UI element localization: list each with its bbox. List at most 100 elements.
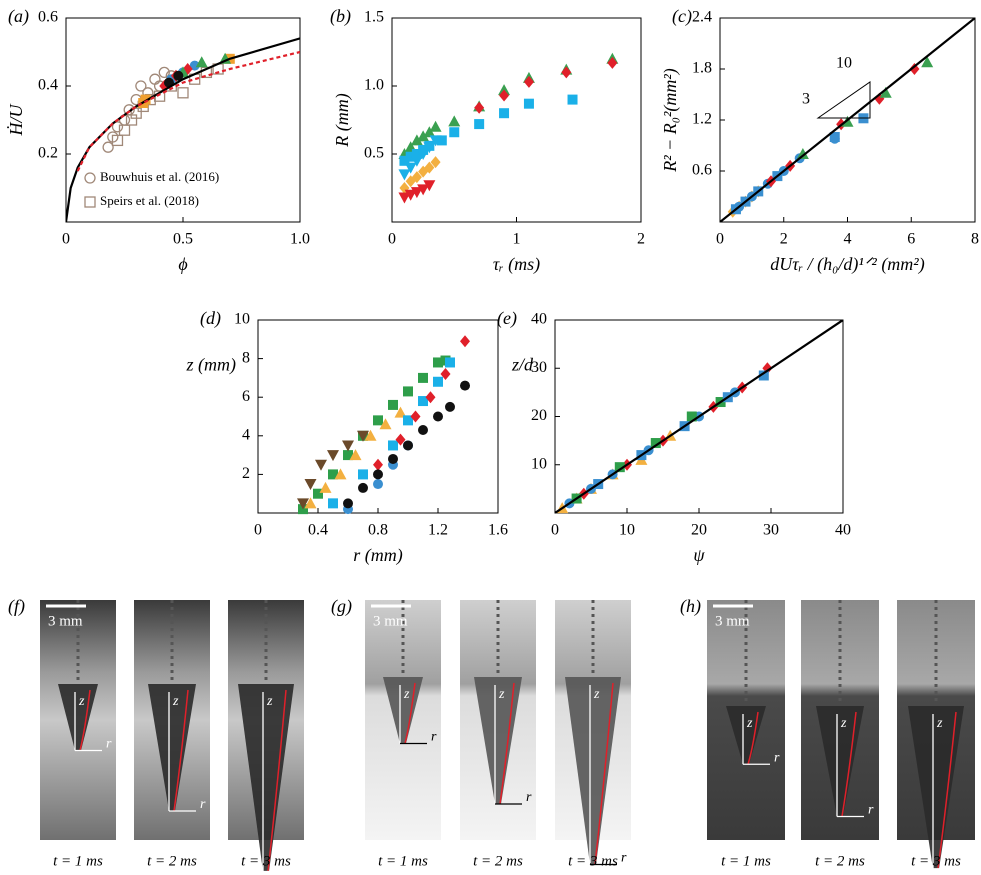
- marker: [364, 429, 377, 441]
- marker: [425, 391, 436, 404]
- marker: [173, 70, 184, 81]
- marker: [879, 86, 892, 98]
- x-axis-label: r (mm): [353, 545, 403, 566]
- marker: [357, 430, 369, 442]
- r-label: r: [774, 750, 780, 765]
- time-label: t = 3 ms: [568, 853, 618, 869]
- marker: [410, 410, 421, 423]
- marker: [474, 119, 485, 130]
- marker: [388, 453, 398, 464]
- z-label: z: [498, 687, 505, 702]
- marker: [418, 372, 428, 383]
- marker: [140, 94, 151, 105]
- x-tick-label: 0: [388, 231, 396, 248]
- cavity: [565, 677, 621, 865]
- model-line: [76, 50, 300, 172]
- marker: [423, 126, 436, 138]
- model-line: [555, 320, 843, 513]
- marker: [430, 156, 441, 169]
- y-tick-label: 40: [531, 311, 547, 328]
- marker: [448, 115, 461, 127]
- profile-fit: [841, 711, 857, 817]
- marker: [394, 406, 407, 418]
- x-axis-label: ψ: [693, 545, 705, 565]
- r-label: r: [431, 730, 437, 745]
- marker: [404, 189, 417, 201]
- time-label: t = 2 ms: [473, 853, 523, 869]
- marker: [423, 180, 436, 192]
- marker: [650, 438, 661, 449]
- marker: [418, 396, 428, 407]
- marker: [417, 184, 430, 196]
- marker: [433, 357, 443, 368]
- marker: [423, 142, 436, 154]
- marker: [429, 120, 442, 132]
- marker: [433, 411, 443, 422]
- marker: [499, 89, 510, 102]
- marker: [84, 196, 96, 208]
- y-tick-label: 6: [242, 388, 250, 405]
- marker: [403, 415, 413, 426]
- marker: [135, 80, 147, 92]
- marker: [909, 63, 920, 75]
- marker: [921, 56, 934, 68]
- marker: [523, 98, 534, 109]
- scale-bar-label: 3 mm: [373, 613, 408, 629]
- profile-fit: [404, 682, 416, 744]
- marker: [445, 357, 455, 368]
- y-axis-label: R (mm): [332, 93, 353, 147]
- marker: [130, 107, 142, 119]
- panel-label: (e): [497, 308, 517, 329]
- profile-fit: [937, 711, 957, 869]
- profile-fit: [499, 682, 515, 805]
- slope-rise: 3: [802, 91, 810, 108]
- r-label: r: [526, 790, 532, 805]
- marker: [418, 425, 428, 436]
- marker: [410, 155, 423, 167]
- marker: [177, 87, 189, 99]
- y-axis-label: Ḣ/U: [6, 104, 26, 137]
- marker: [474, 101, 485, 114]
- marker: [758, 370, 769, 381]
- marker: [373, 479, 383, 490]
- marker: [111, 134, 124, 147]
- x-tick-label: 20: [691, 522, 707, 539]
- x-axis-label: dUτᵣ / (h₀/d)¹ᐟ² (mm²): [770, 254, 924, 275]
- marker: [84, 172, 96, 184]
- time-label: t = 2 ms: [815, 853, 865, 869]
- marker: [411, 149, 422, 159]
- marker: [313, 488, 323, 499]
- r-label: r: [294, 858, 300, 873]
- marker: [429, 135, 442, 147]
- y-tick-label: 10: [234, 311, 250, 328]
- legend-label: Speirs et al. (2018): [100, 193, 199, 208]
- z-label: z: [936, 716, 943, 731]
- marker: [189, 60, 200, 71]
- marker: [319, 481, 332, 493]
- marker: [328, 469, 338, 480]
- panel-label: (c): [672, 6, 692, 27]
- marker: [373, 415, 383, 426]
- x-axis-label: ϕ: [178, 254, 187, 274]
- time-label: t = 3 ms: [911, 853, 961, 869]
- y-tick-label: 20: [531, 407, 547, 424]
- y-tick-label: 8: [242, 349, 250, 366]
- r-label: r: [868, 803, 874, 818]
- y-tick-label: 2.4: [692, 9, 712, 26]
- x-tick-label: 0: [254, 522, 262, 539]
- marker: [796, 148, 809, 159]
- panel-label: (g): [331, 596, 352, 617]
- marker: [403, 386, 413, 397]
- marker: [607, 56, 618, 69]
- y-tick-label: 4: [242, 426, 250, 443]
- marker: [195, 56, 208, 68]
- marker: [342, 440, 354, 452]
- cavity: [474, 677, 522, 804]
- marker: [379, 418, 392, 430]
- marker: [158, 66, 170, 79]
- marker: [149, 73, 161, 85]
- marker: [567, 94, 578, 105]
- y-tick-label: 2: [242, 465, 250, 482]
- x-tick-label: 0: [551, 522, 559, 539]
